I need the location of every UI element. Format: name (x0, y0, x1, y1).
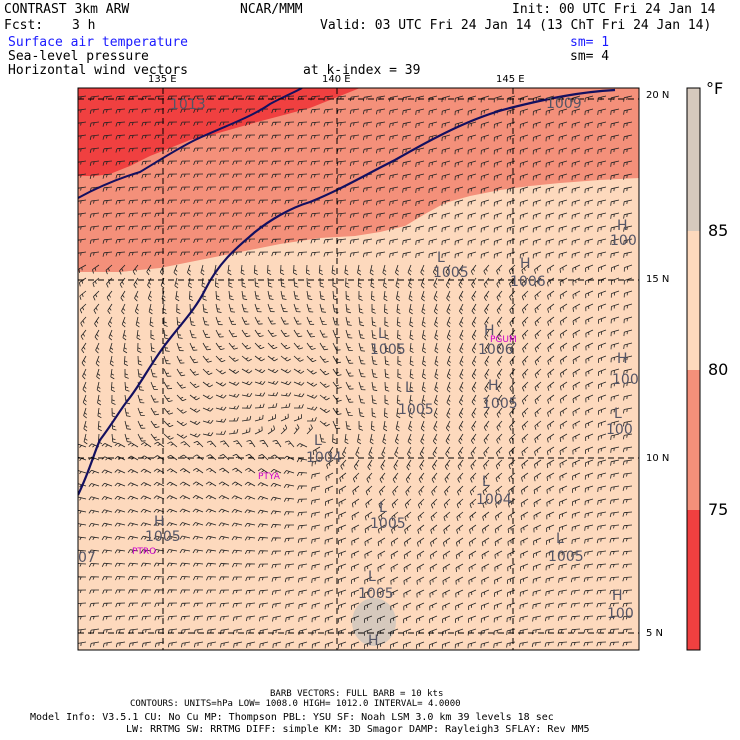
pressure-label: 1005 (433, 265, 469, 281)
pressure-label: 100 (610, 233, 637, 249)
pressure-label: 1006 (478, 342, 514, 358)
pressure-label: 07 (78, 550, 96, 566)
colorbar-level-75: 75 (708, 500, 728, 519)
lat-label-15n: 15 N (646, 274, 669, 285)
weather-map: 1013 1009 L 1005 H 1006 H 100 L 1005 H 1… (77, 74, 728, 651)
barb-legend: BARB VECTORS: FULL BARB = 10 kts (270, 689, 444, 699)
pressure-label: 1005 (370, 516, 406, 532)
pressure-label: 1004 (476, 492, 512, 508)
lon-label-135e: 135 E (148, 74, 177, 85)
pressure-label: H (368, 633, 379, 649)
pressure-label: L (482, 474, 490, 490)
field-sea-level-pressure-smoothing: sm= 4 (570, 49, 610, 64)
model-info: Model Info: V3.5.1 CU: No Cu MP: Thompso… (30, 712, 554, 723)
pressure-label: 1013 (170, 97, 206, 113)
colorbar-segment-above-85 (687, 88, 700, 231)
init-time: Init: 00 UTC Fri 24 Jan 14 (512, 2, 716, 17)
map-frame (77, 87, 640, 651)
pressure-label: 1009 (546, 96, 582, 112)
lon-label-145e: 145 E (496, 74, 525, 85)
pressure-label: H (612, 588, 623, 604)
lat-label-20n: 20 N (646, 90, 669, 101)
pressure-label: H (520, 256, 531, 272)
temp-region-above-85 (352, 598, 396, 646)
wind-barb-field (78, 95, 633, 649)
pressure-label: 1005 (548, 549, 584, 565)
pressure-label: L (556, 531, 564, 547)
org-label: NCAR/MMM (240, 2, 303, 17)
wind-barbs (78, 95, 633, 649)
temp-region-below-75 (78, 88, 360, 176)
valid-time: Valid: 03 UTC Fri 24 Jan 14 (13 ChT Fri … (320, 18, 712, 33)
pressure-label: L (378, 326, 386, 342)
grid-lines (78, 88, 639, 650)
model-info-physics: LW: RRTMG SW: RRTMG DIFF: simple KM: 3D … (126, 724, 590, 735)
field-surface-temp: Surface air temperature (8, 35, 189, 50)
model-title: CONTRAST 3km ARW (4, 2, 130, 17)
pressure-label: L (405, 380, 413, 396)
forecast-label: Fcst: (4, 18, 44, 33)
pressure-label: 100 (612, 372, 639, 388)
pressure-label: 1005 (145, 529, 181, 545)
pressure-label: H (617, 351, 628, 367)
field-wind-vectors: Horizontal wind vectors (8, 63, 189, 78)
pressure-label: 1005 (482, 396, 518, 412)
colorbar-level-80: 80 (708, 360, 728, 379)
station-ptro: PTRO (132, 547, 156, 557)
colorbar-level-85: 85 (708, 221, 728, 240)
colorbar-segment-below-75 (687, 510, 700, 650)
pressure-label: H (484, 323, 495, 339)
contour-info: CONTOURS: UNITS=hPa LOW= 1008.0 HIGH= 10… (130, 699, 461, 709)
pressure-labels: 1013 1009 L 1005 H 1006 H 100 L 1005 H 1… (78, 96, 639, 649)
station-ptya: PTYA (258, 472, 281, 482)
pressure-label: 1004 (306, 450, 342, 466)
pressure-label: 1006 (510, 274, 546, 290)
field-surface-temp-smoothing: sm= 1 (570, 35, 610, 50)
pressure-label: L (437, 250, 445, 266)
pressure-label: L (614, 406, 622, 422)
field-sea-level-pressure: Sea-level pressure (8, 49, 149, 64)
temperature-colorbar: °F 85 80 75 (686, 79, 728, 651)
coastline-south (78, 88, 616, 496)
pressure-label: 1005 (358, 586, 394, 602)
pressure-label: 1005 (398, 402, 434, 418)
pressure-label: H (617, 218, 628, 234)
lat-label-5n: 5 N (646, 628, 663, 639)
colorbar-segment-75-80 (687, 370, 700, 510)
pressure-label: 100 (607, 606, 634, 622)
pressure-label: 1005 (370, 342, 406, 358)
pressure-label: L (314, 433, 322, 449)
pressure-label: L (379, 500, 387, 516)
lon-label-140e: 140 E (322, 74, 351, 85)
colorbar-segment-80-85 (687, 231, 700, 370)
pressure-label: H (488, 378, 499, 394)
pressure-label: H (154, 514, 165, 530)
lat-label-10n: 10 N (646, 453, 669, 464)
pressure-label: 100 (606, 422, 633, 438)
station-pgum: PGUM (490, 335, 517, 345)
pressure-label: L (368, 569, 376, 585)
forecast-value: 3 h (72, 18, 96, 33)
colorbar-unit: °F (706, 79, 723, 98)
k-index-label: at k-index = 39 (303, 63, 421, 78)
